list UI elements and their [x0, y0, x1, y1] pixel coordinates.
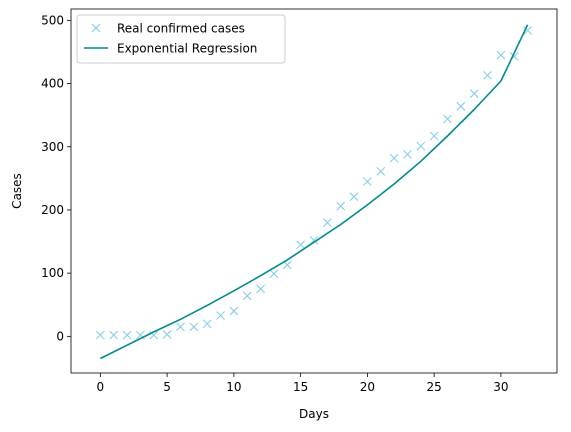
data-point	[349, 192, 359, 202]
x-axis-label: Days	[299, 407, 329, 421]
legend-label-real-cases: Real confirmed cases	[117, 22, 245, 36]
data-point	[523, 26, 533, 35]
data-point	[162, 330, 172, 339]
data-point	[483, 70, 492, 80]
data-point	[496, 50, 506, 60]
data-point	[296, 240, 306, 250]
plot-area	[71, 9, 557, 373]
x-tick-label: 30	[493, 380, 508, 394]
y-tick-label: 200	[41, 203, 64, 217]
plot-frame	[70, 8, 558, 374]
series-layer	[95, 24, 533, 360]
x-tick-label: 10	[226, 380, 241, 394]
data-point	[269, 269, 279, 279]
legend-marker-real-cases	[91, 23, 101, 33]
y-axis: 0 100 200 300 400 500	[41, 13, 71, 343]
y-tick-label: 100	[41, 266, 64, 280]
data-point	[429, 131, 439, 141]
data-point	[216, 311, 225, 320]
x-tick-label: 15	[293, 380, 308, 394]
data-point	[176, 322, 185, 332]
data-point	[309, 235, 319, 245]
data-point	[242, 291, 252, 301]
data-point	[229, 306, 239, 316]
data-point	[336, 201, 346, 211]
data-point	[469, 89, 479, 99]
x-tick-label: 5	[163, 380, 171, 394]
data-point	[122, 330, 132, 340]
data-point	[363, 177, 372, 186]
data-point	[403, 149, 412, 159]
regression-line	[100, 24, 529, 360]
y-tick-label: 300	[41, 140, 64, 154]
data-point	[189, 322, 199, 332]
y-tick-label: 400	[41, 77, 64, 91]
data-point	[376, 167, 386, 176]
x-tick-label: 20	[360, 380, 375, 394]
data-point	[95, 330, 105, 340]
data-point	[256, 284, 265, 294]
y-tick-label: 0	[56, 329, 64, 343]
y-axis-label: Cases	[10, 173, 24, 209]
data-point	[109, 330, 119, 340]
x-axis: 0 5 10 15 20 25 30	[97, 373, 509, 394]
data-point	[322, 218, 332, 227]
data-point	[456, 101, 466, 111]
data-point	[389, 153, 399, 163]
x-tick-label: 25	[427, 380, 442, 394]
y-tick-label: 500	[41, 13, 64, 27]
legend-box	[76, 14, 286, 64]
data-point	[202, 319, 212, 329]
x-tick-label: 0	[97, 380, 105, 394]
legend: Real confirmed cases Exponential Regress…	[76, 14, 286, 64]
data-point	[443, 114, 452, 124]
legend-label-regression: Exponential Regression	[117, 42, 257, 56]
data-point	[416, 141, 426, 151]
